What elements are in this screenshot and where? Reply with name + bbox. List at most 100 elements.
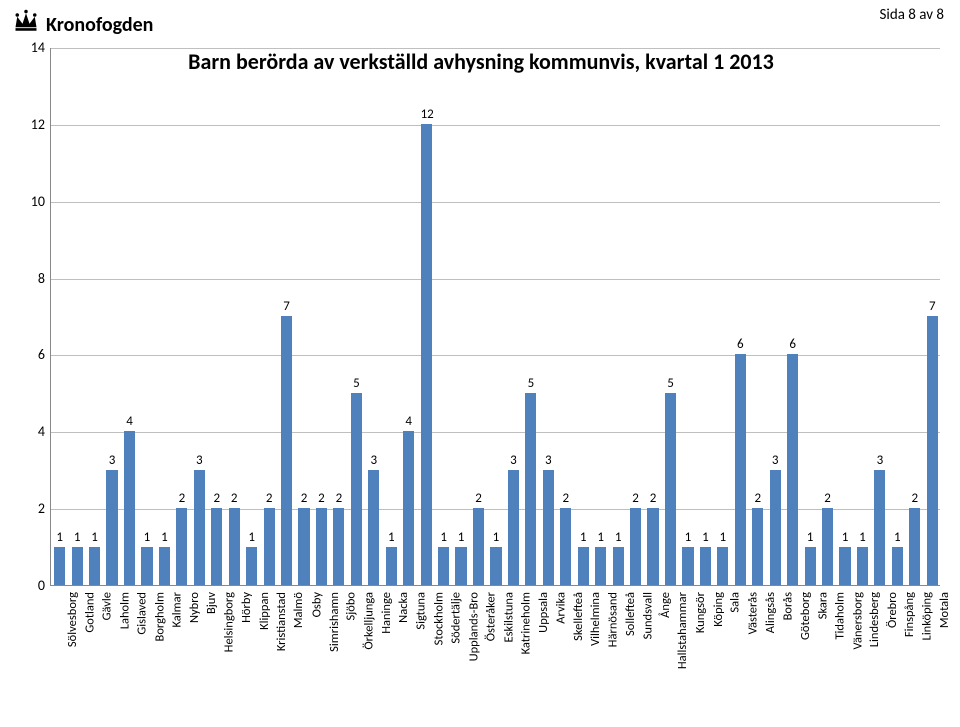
bar-value-label: 3 <box>368 453 379 468</box>
bar: 2 <box>333 508 344 585</box>
bar: 3 <box>770 470 781 585</box>
bar-value-label: 6 <box>735 337 746 352</box>
bar-slot: 1 <box>138 48 155 585</box>
page-number: Sida 8 av 8 <box>880 6 945 24</box>
bar: 1 <box>578 547 589 585</box>
bar: 3 <box>508 470 519 585</box>
bars: 1113411232212722253141211213532111225111… <box>51 48 940 585</box>
bar-value-label: 1 <box>717 530 728 545</box>
bar-value-label: 12 <box>421 107 432 122</box>
x-tick-label: Skara <box>815 592 830 619</box>
bar-slot: 2 <box>173 48 190 585</box>
bar-slot: 3 <box>191 48 208 585</box>
bar-slot: 6 <box>784 48 801 585</box>
bar: 1 <box>839 547 850 585</box>
bar-slot: 2 <box>208 48 225 585</box>
y-tick-label: 4 <box>23 423 45 440</box>
bar: 2 <box>647 508 658 585</box>
bar-slot: 2 <box>313 48 330 585</box>
bar: 1 <box>54 547 65 585</box>
bar: 1 <box>246 547 257 585</box>
x-tick-label: Ånge <box>658 592 673 618</box>
bar: 3 <box>874 470 885 585</box>
bar-slot: 1 <box>156 48 173 585</box>
x-tick-label: Sollefteå <box>623 592 638 636</box>
x-tick-label: Härnösand <box>606 592 621 647</box>
logo: Kronofogden <box>12 8 153 41</box>
bar-value-label: 1 <box>700 530 711 545</box>
bar: 2 <box>316 508 327 585</box>
plot-area: 02468101214 1113411232212722253141211213… <box>50 48 940 586</box>
y-tick-label: 12 <box>23 116 45 133</box>
bar-slot: 1 <box>487 48 504 585</box>
x-tick-label: Kungsör <box>693 592 708 633</box>
y-tick-label: 8 <box>23 270 45 287</box>
bar-slot: 2 <box>260 48 277 585</box>
x-tick-label: Simrishamn <box>327 592 342 652</box>
bar-value-label: 1 <box>805 530 816 545</box>
bar-value-label: 2 <box>630 491 641 506</box>
bar-slot: 1 <box>383 48 400 585</box>
x-axis-labels: SölvesborgGotlandGävleLaholmGislavedBorg… <box>50 588 940 706</box>
bar-value-label: 5 <box>525 376 536 391</box>
x-tick-label: Osby <box>309 592 324 617</box>
bar-slot: 2 <box>330 48 347 585</box>
bar-slot: 3 <box>871 48 888 585</box>
bar-slot: 1 <box>697 48 714 585</box>
crown-icon <box>12 8 40 41</box>
bar: 1 <box>141 547 152 585</box>
bar-value-label: 3 <box>770 453 781 468</box>
x-tick-label: Helsingborg <box>222 592 237 652</box>
bar-slot: 1 <box>575 48 592 585</box>
bar-slot: 5 <box>522 48 539 585</box>
x-tick-label: Borås <box>780 592 795 620</box>
x-tick-label: Haninge <box>379 592 394 634</box>
bar-value-label: 7 <box>927 299 938 314</box>
bar-slot: 1 <box>435 48 452 585</box>
bar-slot: 3 <box>540 48 557 585</box>
bar-value-label: 6 <box>787 337 798 352</box>
bar-slot: 1 <box>609 48 626 585</box>
bar-slot: 1 <box>592 48 609 585</box>
x-tick-label: Borgholm <box>152 592 167 641</box>
bar-value-label: 2 <box>473 491 484 506</box>
x-tick-label: Arvika <box>553 592 568 624</box>
bar-slot: 2 <box>627 48 644 585</box>
bar-value-label: 5 <box>665 376 676 391</box>
bar-value-label: 2 <box>909 491 920 506</box>
x-tick-label: Motala <box>937 592 952 628</box>
bar-value-label: 1 <box>54 530 65 545</box>
x-tick-label: Vilhelmina <box>588 592 603 646</box>
x-tick-label: Gävle <box>100 592 115 620</box>
bar-value-label: 3 <box>543 453 554 468</box>
bar-slot: 3 <box>103 48 120 585</box>
bar: 6 <box>735 354 746 585</box>
x-tick-label: Sigtuna <box>414 592 429 630</box>
bar-slot: 1 <box>86 48 103 585</box>
bar-value-label: 1 <box>246 530 257 545</box>
x-tick-label: Sjöbo <box>344 592 359 621</box>
x-tick-label: Gotland <box>82 592 97 633</box>
bar: 6 <box>787 354 798 585</box>
bar-value-label: 1 <box>857 530 868 545</box>
x-tick-label: Sala <box>728 592 743 613</box>
x-tick-label: Södertälje <box>449 592 464 644</box>
bar-slot: 5 <box>348 48 365 585</box>
bar: 7 <box>281 316 292 585</box>
bar: 2 <box>560 508 571 585</box>
bar-value-label: 1 <box>682 530 693 545</box>
bar-slot: 2 <box>295 48 312 585</box>
bar: 2 <box>909 508 920 585</box>
bar-value-label: 2 <box>333 491 344 506</box>
bar: 2 <box>473 508 484 585</box>
bar: 3 <box>368 470 379 585</box>
x-tick-label: Göteborg <box>798 592 813 640</box>
x-tick-label: Finspång <box>902 592 917 637</box>
logo-text: Kronofogden <box>46 13 153 37</box>
x-tick-label: Uppsala <box>536 592 551 633</box>
bar-value-label: 3 <box>508 453 519 468</box>
bar-value-label: 1 <box>455 530 466 545</box>
bar-slot: 1 <box>801 48 818 585</box>
bar-value-label: 1 <box>141 530 152 545</box>
y-tick-label: 6 <box>23 346 45 363</box>
